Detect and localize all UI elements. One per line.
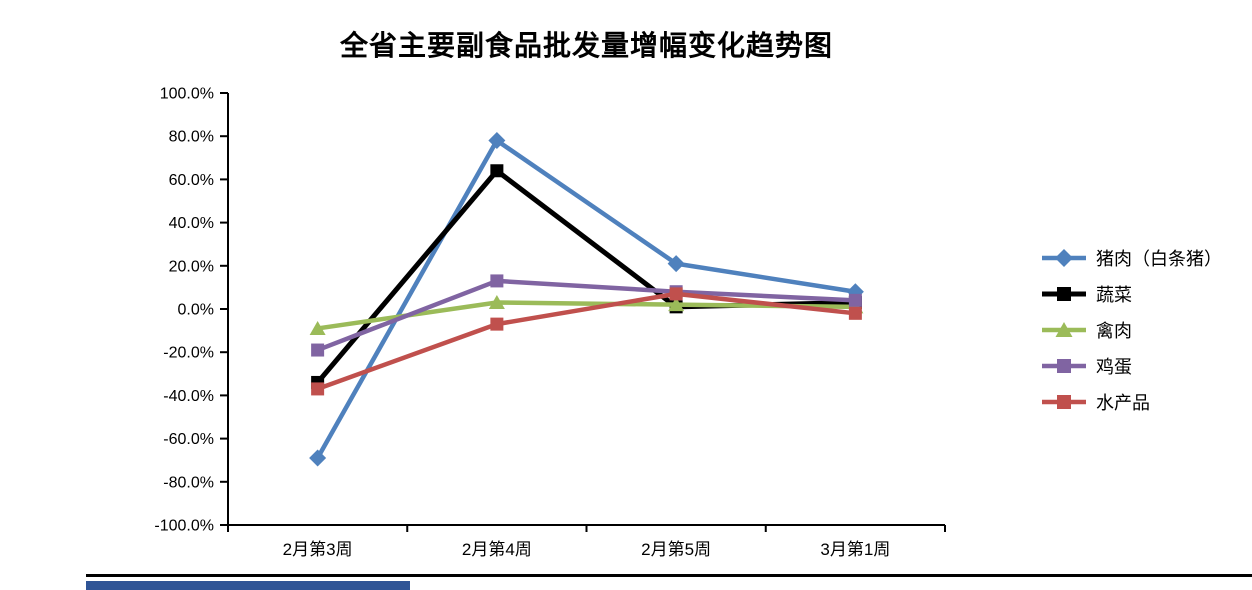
legend-label: 鸡蛋 (1096, 357, 1132, 378)
y-tick-label: -100.0% (154, 518, 214, 535)
y-tick-label: 100.0% (160, 86, 214, 103)
y-tick-label: -60.0% (163, 431, 214, 448)
data-point-marker (848, 306, 862, 320)
legend-marker-shape (1057, 395, 1071, 409)
legend-marker-diamond-icon (1042, 249, 1086, 267)
y-tick-label: -40.0% (163, 388, 214, 405)
x-category-label: 2月第5周 (641, 540, 711, 559)
legend-item-aquatic: 水产品 (1041, 384, 1222, 420)
legend-item-vegetables: 蔬菜 (1041, 276, 1222, 312)
y-tick-label: 80.0% (169, 129, 214, 146)
data-point-marker (488, 132, 506, 150)
legend-item-eggs: 鸡蛋 (1041, 348, 1222, 384)
x-category-label: 2月第3周 (283, 540, 353, 559)
legend-label: 水产品 (1096, 393, 1150, 414)
legend-marker-shape (1055, 322, 1073, 337)
data-point-marker (848, 293, 862, 307)
legend-marker-square-icon (1042, 395, 1086, 409)
data-point-marker (309, 449, 327, 467)
series-aquatic (311, 287, 862, 396)
legend-marker-triangle-icon (1042, 322, 1086, 337)
y-tick-label: -20.0% (163, 345, 214, 362)
x-category-label: 3月第1周 (820, 540, 890, 559)
y-tick-label: 0.0% (178, 302, 214, 319)
series-pork (309, 132, 864, 467)
y-tick-label: 60.0% (169, 172, 214, 189)
series-vegetables (311, 164, 862, 389)
legend-label: 禽肉 (1096, 321, 1132, 342)
chart-legend: 猪肉（白条猪） 蔬菜禽肉鸡蛋水产品 (1041, 240, 1222, 420)
series-line (315, 291, 858, 392)
series-line (315, 278, 858, 353)
data-point-marker (309, 320, 326, 335)
data-point-marker (667, 255, 685, 273)
legend-marker-shape (1055, 249, 1073, 267)
document-blue-bar (86, 581, 410, 590)
legend-label: 蔬菜 (1096, 285, 1132, 306)
y-tick-label: -80.0% (163, 474, 214, 491)
y-tick-label: 40.0% (169, 215, 214, 232)
y-tick-label: 20.0% (169, 258, 214, 275)
data-point-marker (669, 287, 683, 301)
document-rule (86, 574, 1252, 577)
legend-label: 猪肉（白条猪） (1096, 249, 1222, 270)
legend-marker-square-icon (1042, 359, 1086, 373)
data-point-marker (490, 317, 504, 331)
y-axis: 100.0% 80.0% 60.0% 40.0% 20.0% 0.0% -20.0% -40.… (154, 86, 228, 535)
data-point-marker (490, 274, 504, 288)
data-point-marker (311, 382, 325, 396)
legend-item-poultry: 禽肉 (1041, 312, 1222, 348)
legend-marker-shape (1057, 287, 1071, 301)
chart-title: 全省主要副食品批发量增幅变化趋势图 (339, 29, 833, 62)
series-line (315, 138, 858, 461)
x-axis: 2月第3周 2月第4周 2月第5周 3月第1周 (227, 525, 946, 559)
data-point-marker (490, 164, 504, 178)
legend-item-pork: 猪肉（白条猪） (1041, 240, 1222, 276)
x-category-label: 2月第4周 (462, 540, 532, 559)
legend-marker-shape (1057, 359, 1071, 373)
data-point-marker (668, 297, 685, 312)
data-point-marker (311, 343, 325, 357)
legend-marker-square-icon (1042, 287, 1086, 301)
data-point-marker (488, 295, 505, 310)
